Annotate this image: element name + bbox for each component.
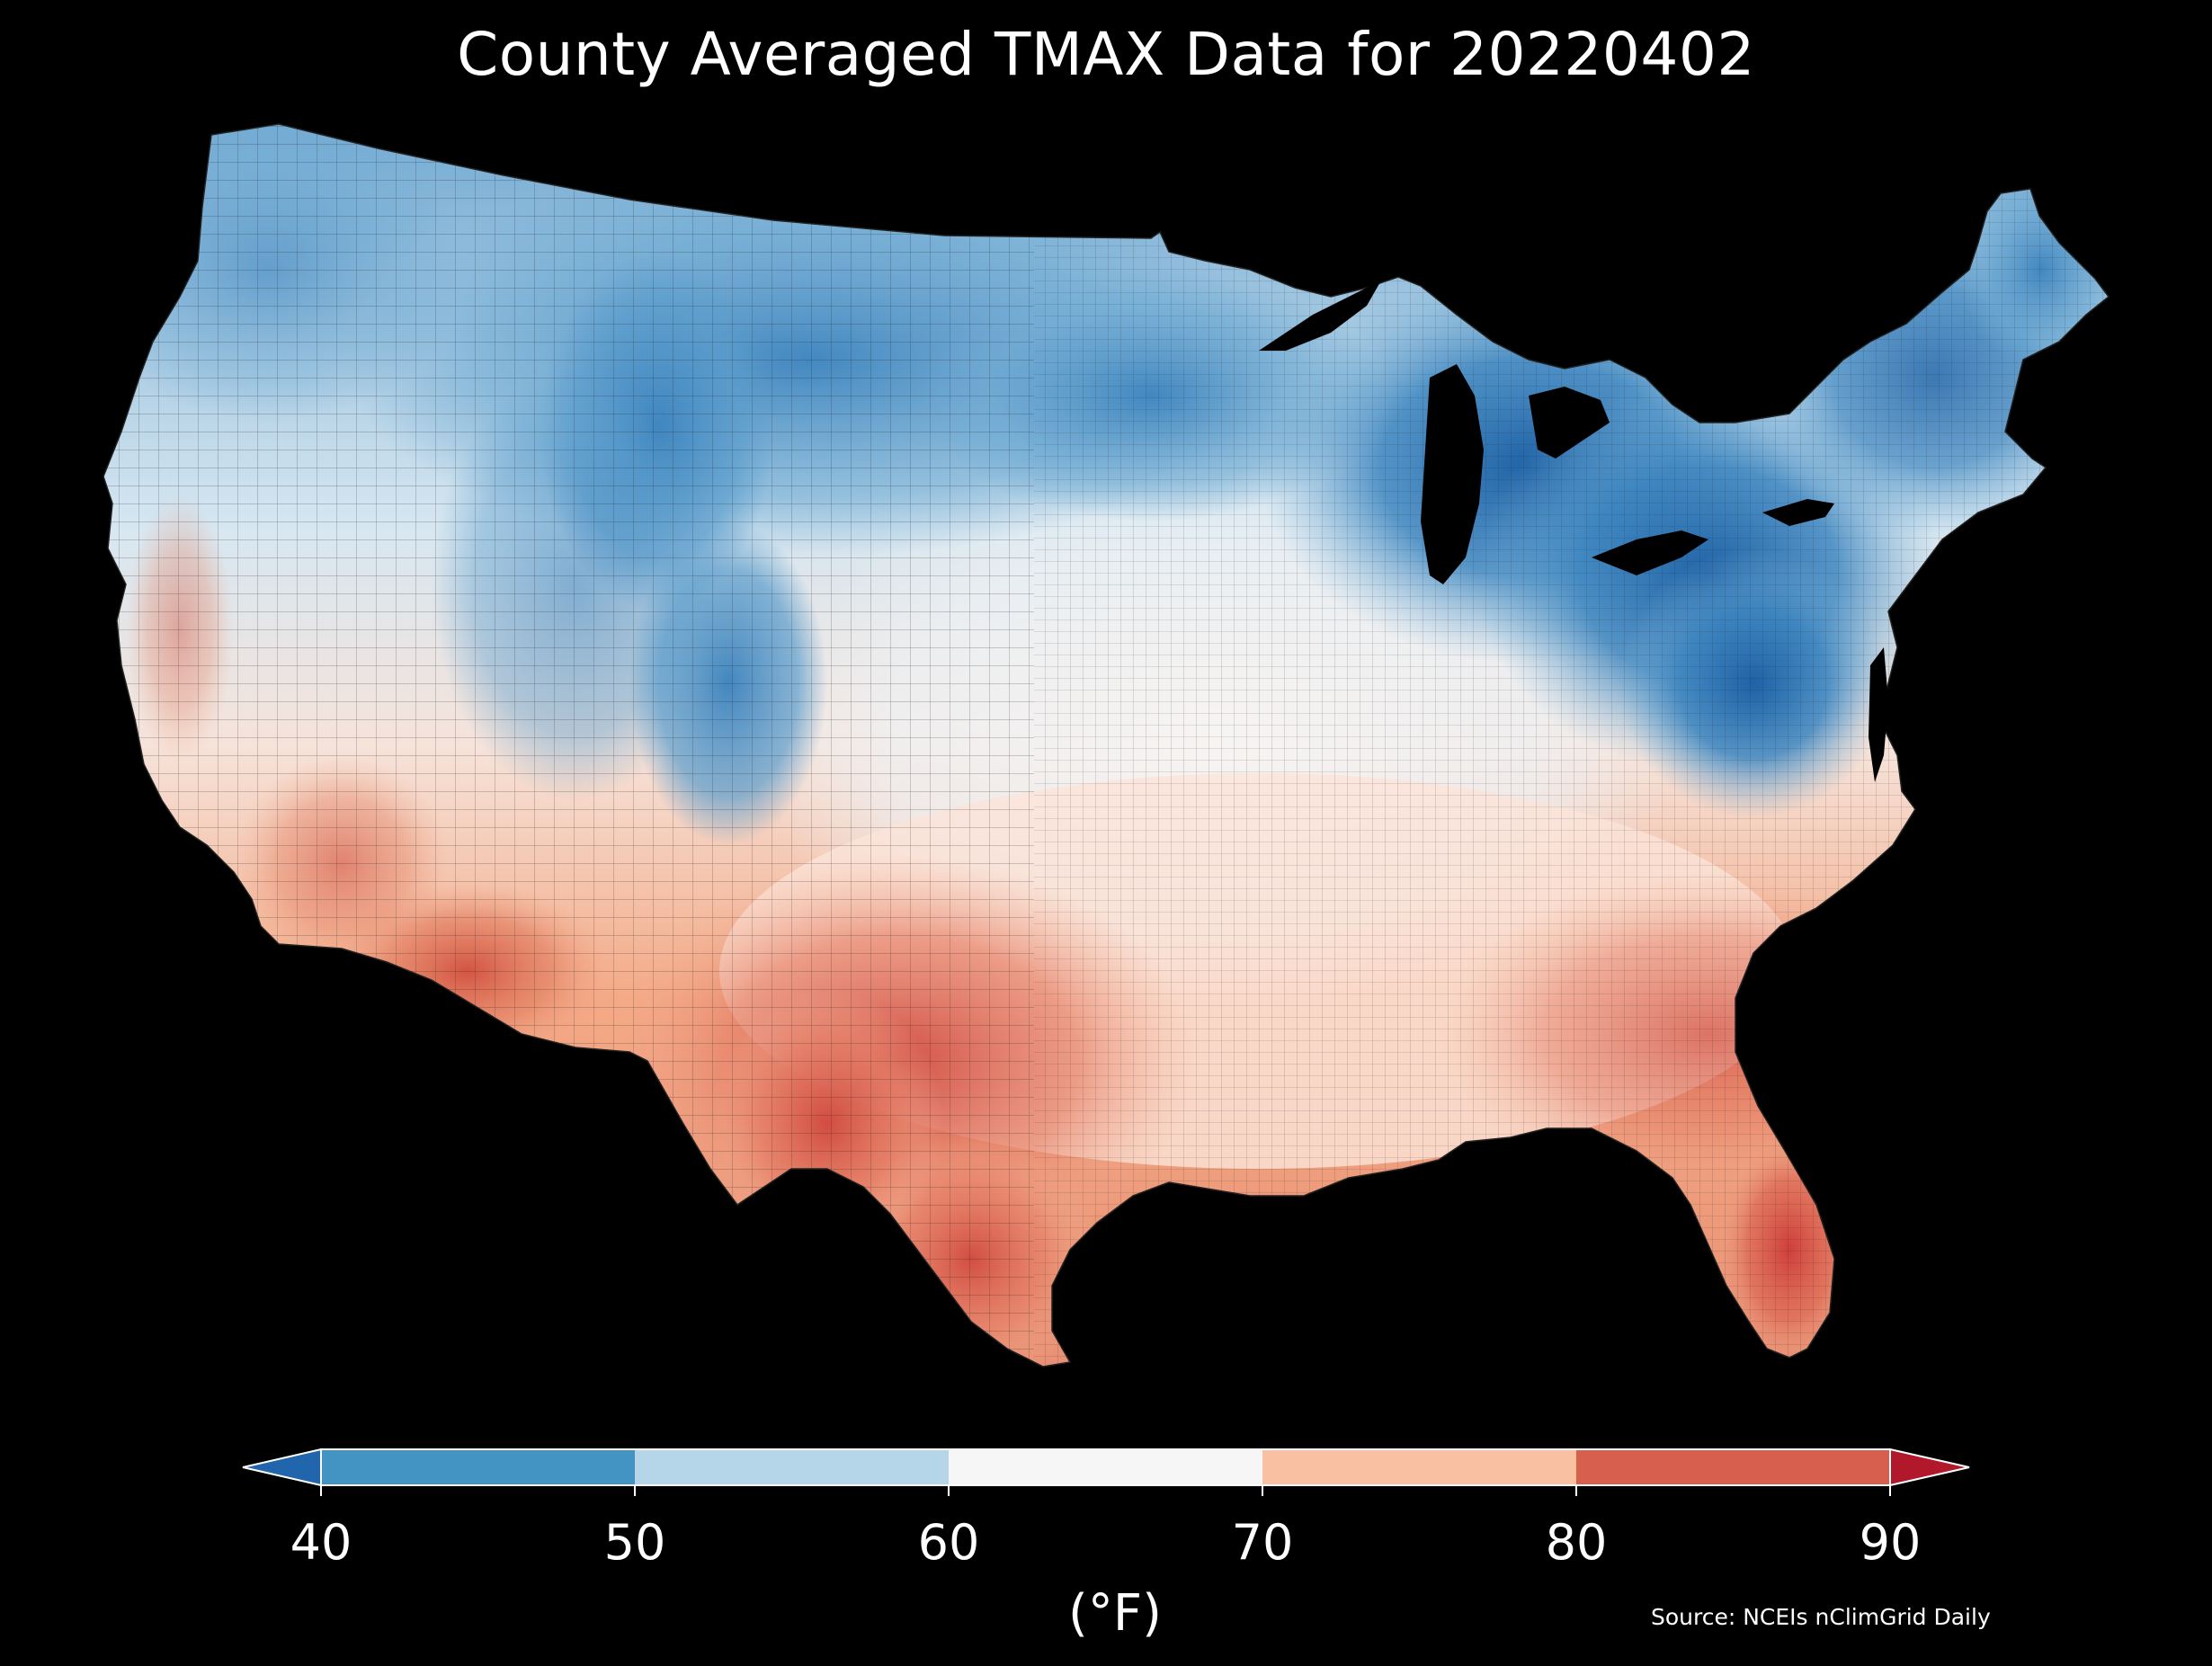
colorbar-under-arrow [242, 1448, 322, 1487]
colorbar-bin-60-70 [949, 1449, 1262, 1485]
colorbar-bin-80-90 [1576, 1449, 1890, 1485]
great-lakes [1259, 274, 1888, 782]
colorbar-bin-70-80 [1262, 1449, 1576, 1485]
colorbar-over-arrow [1889, 1448, 1970, 1487]
colorbar-unit-label: (°F) [1068, 1584, 1162, 1643]
colorbar-tick-label: 50 [603, 1514, 666, 1571]
map-title: County Averaged TMAX Data for 20220402 [457, 20, 1755, 89]
colorbar-tick-label: 70 [1231, 1514, 1294, 1571]
colorbar-bin-40-50 [321, 1449, 635, 1485]
colorbar-tick-label: 80 [1545, 1514, 1608, 1571]
colorbar-tick-label: 40 [290, 1514, 352, 1571]
colorbar-tick-label: 90 [1859, 1514, 1922, 1571]
colorbar-tick-label: 60 [917, 1514, 980, 1571]
source-label: Source: NCEIs nClimGrid Daily [1651, 1604, 1991, 1630]
colorbar-bin-50-60 [635, 1449, 949, 1485]
colorbar [242, 1448, 1970, 1496]
